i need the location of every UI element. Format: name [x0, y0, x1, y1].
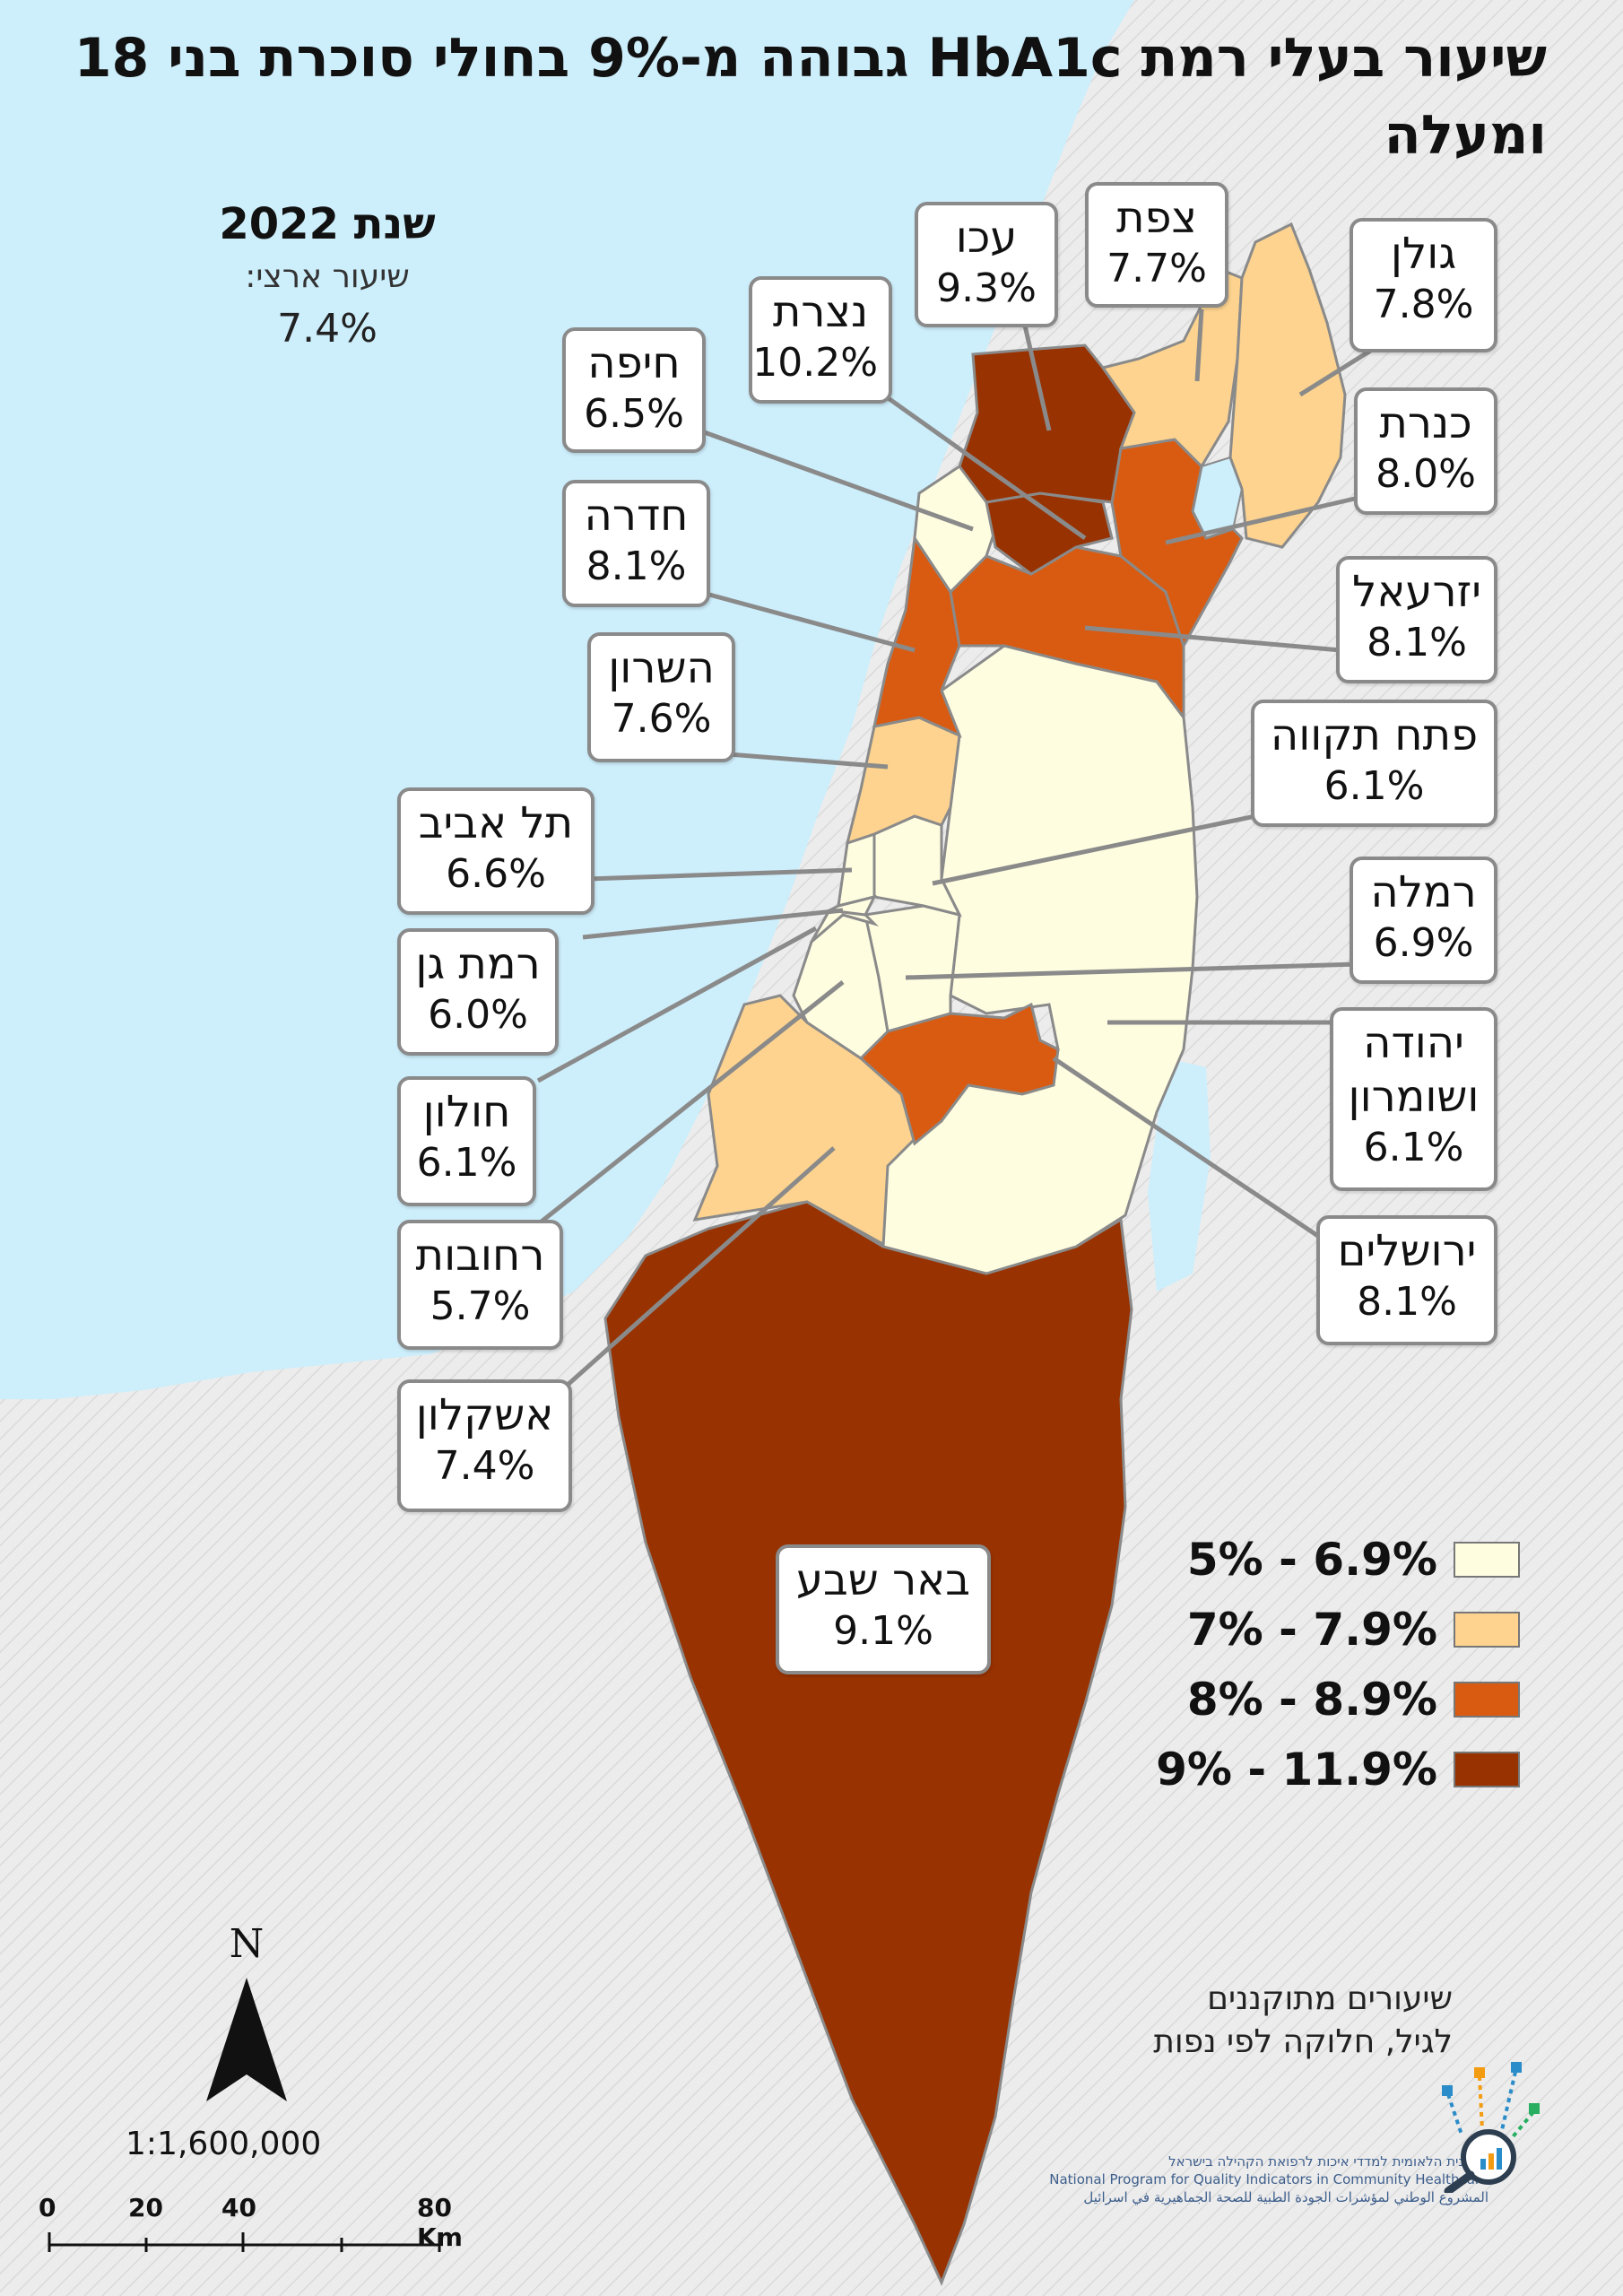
region-holon	[810, 909, 880, 944]
scale-tick-label: 0	[39, 2193, 56, 2222]
label-jerusalem: ירושלים 8.1%	[1316, 1215, 1497, 1345]
year-label: שנת 2022	[219, 199, 436, 249]
label-tel-aviv: תל אביב 6.6%	[397, 787, 595, 915]
north-label: N	[229, 1921, 265, 1967]
region-jerusalem	[858, 1002, 1060, 1146]
legend-swatch	[1454, 1542, 1520, 1578]
national-rate-label: שיעור ארצי:	[245, 258, 410, 295]
label-judea-samaria: יהודה ושומרון 6.1%	[1330, 1007, 1497, 1191]
label-hadera: חדרה 8.1%	[562, 480, 710, 607]
label-golan: גולן 7.8%	[1350, 218, 1497, 352]
legend-item: 5% - 6.9%	[1107, 1525, 1520, 1595]
legend-swatch	[1454, 1612, 1520, 1648]
legend-swatch	[1454, 1682, 1520, 1718]
scale-tick-label: 40	[221, 2193, 256, 2222]
label-ashkelon: אשקלון 7.4%	[397, 1379, 572, 1512]
label-kinneret: כנרת 8.0%	[1354, 387, 1497, 515]
map-title: שיעור בעלי רמת HbA1c גבוהה מ-9% בחולי סו…	[74, 27, 1547, 167]
scale-ratio: 1:1,600,000	[126, 2126, 322, 2162]
label-jezreel: יזרעאל 8.1%	[1336, 556, 1497, 683]
leader-lines	[536, 309, 1374, 1401]
north-arrow-icon	[206, 1978, 287, 2101]
national-rate-value: 7.4%	[277, 306, 378, 352]
label-beer-sheva: באר שבע 9.1%	[776, 1544, 991, 1674]
legend-swatch	[1454, 1752, 1520, 1787]
year-block: שנת 2022 שיעור ארצי: 7.4%	[193, 199, 462, 352]
region-safed	[1100, 267, 1244, 469]
standardization-note: שיעורים מתוקננים לגיל, חלוקה לפי נפות	[1153, 1980, 1453, 2060]
label-ramla: רמלה 6.9%	[1350, 857, 1497, 984]
label-ramat-gan: רמת גן 6.0%	[397, 928, 559, 1056]
label-nazareth: נצרת 10.2%	[749, 276, 892, 404]
magnifier-logo-icon	[1442, 2062, 1540, 2193]
label-haifa: חיפה 6.5%	[562, 327, 706, 453]
label-holon: חולון 6.1%	[397, 1076, 536, 1206]
label-safed: צפת 7.7%	[1085, 182, 1228, 308]
legend-item: 8% - 8.9%	[1107, 1665, 1520, 1735]
legend: 5% - 6.9% 7% - 7.9% 8% - 8.9% 9% - 11.9%	[1107, 1525, 1520, 1805]
scale-bar-line	[48, 2232, 441, 2252]
label-petah-tikva: פתח תקווה 6.1%	[1251, 700, 1497, 827]
organization-text: התכנית הלאומית למדדי איכות לרפואת הקהילה…	[1049, 2153, 1488, 2205]
label-rehovot: רחובות 5.7%	[397, 1220, 563, 1350]
region-golan	[1228, 222, 1347, 549]
north-arrow: N	[197, 1921, 296, 2114]
legend-item: 7% - 7.9%	[1107, 1595, 1520, 1665]
scale-tick-label: 20	[128, 2193, 163, 2222]
label-akko: עכו 9.3%	[915, 202, 1058, 327]
legend-item: 9% - 11.9%	[1107, 1735, 1520, 1805]
dead-sea	[1148, 1058, 1211, 1292]
label-sharon: השרון 7.6%	[587, 632, 735, 762]
